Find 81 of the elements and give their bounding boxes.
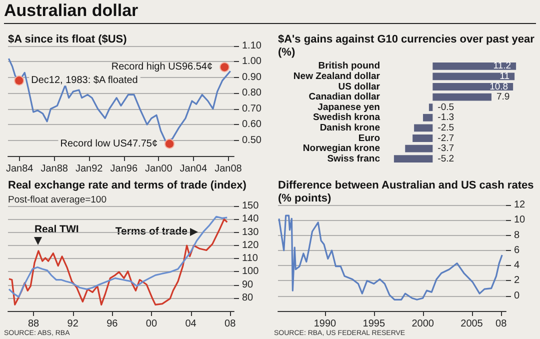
x-tick-label: Jan84 [6, 164, 34, 174]
y-tick-label: 0.90 [242, 72, 262, 83]
y-tick-label: 90 [242, 279, 254, 290]
data-label: -2.5 [438, 122, 454, 134]
chart-title: Real exchange rate and terms of trade (index) [8, 180, 247, 192]
bar [432, 72, 515, 80]
x-tick-label: 88 [28, 318, 40, 330]
data-label: -2.7 [438, 132, 454, 144]
y-tick-label: Canadian dollar [308, 92, 380, 103]
y-tick-label: Norwegian krone [302, 143, 380, 154]
x-tick-label: Jan92 [76, 164, 104, 174]
bar [432, 93, 492, 101]
x-tick-label: Jan08 [214, 164, 242, 174]
annotation: Record low US47.75¢ [60, 138, 158, 150]
bar [414, 124, 433, 132]
y-tick-label: New Zealand dollar [293, 70, 380, 82]
x-tick-label: 96 [106, 318, 118, 330]
y-tick-label: 110 [242, 253, 258, 264]
chart-title: $A's gains against G10 currencies over past year (%) [278, 34, 538, 58]
y-tick-label: 1.10 [242, 40, 262, 52]
bar [432, 62, 516, 70]
annotation: Record high US96.54¢ [111, 62, 213, 73]
y-tick-label: 6 [514, 244, 520, 256]
data-label: -1.3 [438, 112, 454, 124]
data-label: -0.5 [438, 102, 454, 113]
x-tick-label: 92 [67, 318, 79, 330]
y-tick-label: 10 [514, 214, 526, 226]
y-tick-label: 0 [514, 290, 520, 302]
x-tick-label: Jan88 [40, 164, 68, 174]
series-label: Terms of trade [115, 226, 188, 238]
x-tick-label: Jan04 [180, 164, 208, 174]
data-label: 10.8 [490, 81, 508, 92]
bar [405, 144, 433, 152]
y-tick-label: 1.00 [242, 56, 262, 68]
y-tick-label: 100 [242, 266, 260, 278]
y-tick-label: Swiss franc [327, 153, 380, 164]
x-tick-label: 00 [146, 318, 158, 330]
y-tick-label: British pound [318, 60, 380, 72]
y-tick-label: 2 [514, 275, 520, 286]
x-tick-label: 04 [185, 318, 197, 330]
x-tick-label: 08 [496, 318, 508, 330]
y-tick-label: 0.60 [242, 119, 262, 130]
chart-title: Australian dollar [4, 1, 536, 24]
y-tick-label: 0.80 [242, 88, 262, 99]
bar [432, 83, 514, 90]
y-tick-label: Danish krone [320, 122, 380, 134]
y-tick-label: 120 [242, 240, 260, 251]
y-tick-label: 80 [242, 292, 254, 304]
y-tick-label: 150 [242, 200, 260, 212]
chart-subtitle: $A since its float ($US) [8, 34, 128, 46]
series-label: Real TWI [34, 223, 79, 236]
data-label: -3.7 [438, 143, 454, 154]
line-series [278, 214, 503, 300]
bar [394, 155, 433, 163]
x-tick-label: 2000 [412, 318, 434, 330]
data-label: -5.2 [438, 153, 454, 164]
y-tick-label: 12 [514, 200, 526, 210]
x-tick-label: Jan00 [145, 164, 173, 174]
bar [422, 114, 433, 122]
x-tick-label: 1990 [314, 318, 337, 330]
y-tick-label: Euro [358, 132, 380, 144]
y-tick-label: Japanese yen [318, 102, 380, 113]
bar [412, 134, 433, 142]
x-tick-label: Jan96 [110, 164, 138, 174]
data-label: 7.9 [496, 92, 510, 103]
x-tick-label: 1995 [362, 318, 386, 330]
y-tick-label: 140 [242, 214, 260, 225]
y-tick-label: 4 [514, 260, 520, 272]
x-tick-label: 2005 [460, 318, 484, 330]
bar [428, 104, 433, 112]
y-tick-label: 130 [242, 226, 260, 238]
y-tick-label: US dollar [338, 81, 380, 92]
data-label: 11 [500, 70, 510, 82]
chart-subtitle: Post-float average=100 [8, 194, 106, 206]
y-tick-label: 0.50 [242, 134, 262, 146]
y-tick-label: 8 [514, 230, 520, 241]
data-label: 11.2 [493, 60, 512, 72]
y-tick-label: 0.70 [242, 103, 262, 114]
annotation: Dec12, 1983: $A floated [31, 75, 138, 86]
y-tick-label: Swedish krona [312, 112, 381, 124]
x-tick-label: 08 [224, 318, 236, 330]
